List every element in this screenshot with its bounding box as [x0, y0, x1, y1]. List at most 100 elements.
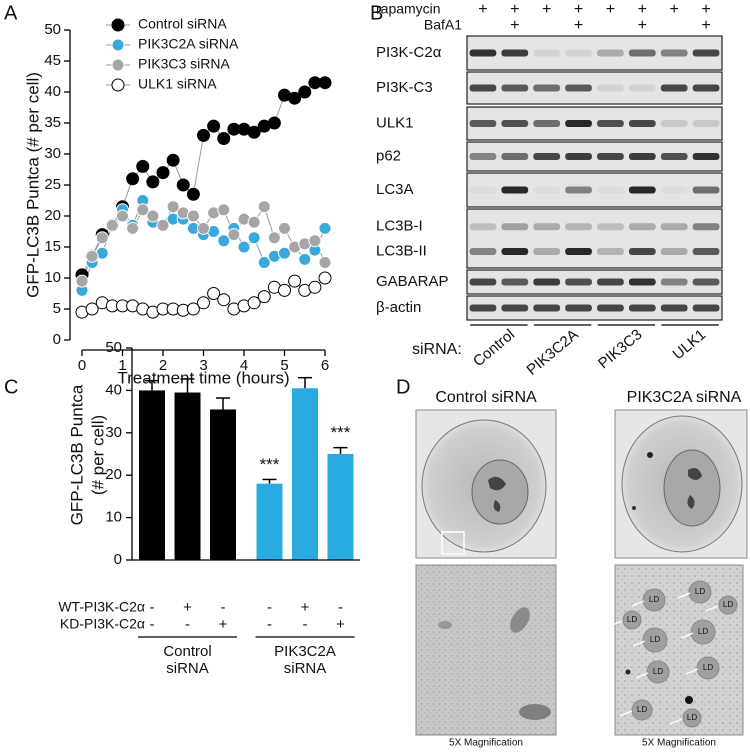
blot-band — [597, 304, 624, 312]
blot-band — [597, 84, 624, 92]
blot-group-label: PIK3C2A — [524, 326, 582, 379]
data-point — [247, 125, 261, 139]
x-tick-label: 3 — [199, 357, 207, 374]
data-point — [126, 172, 140, 186]
data-point — [186, 209, 200, 223]
blot-band — [565, 247, 592, 255]
blot-sign: + — [701, 17, 710, 34]
ld-arrow — [680, 632, 694, 639]
blot-sign: + — [510, 1, 519, 18]
blot-strip — [466, 208, 723, 269]
y-tick-label: 40 — [44, 83, 61, 100]
blot-band — [692, 304, 720, 312]
data-point — [247, 296, 261, 310]
data-point — [257, 200, 271, 214]
y-axis-title: GFP-LC3B Puntca (# per cell) — [23, 72, 42, 298]
legend-marker — [111, 38, 125, 52]
ld-arrow — [677, 592, 691, 599]
blot-band — [692, 278, 720, 286]
em-title: Control siRNA — [435, 389, 537, 406]
data-point — [227, 228, 241, 242]
blot-band — [692, 120, 720, 127]
blot-band — [597, 247, 624, 255]
y-tick-label: 50 — [44, 21, 61, 38]
treatment-label: KD-PI3K-C2α — [60, 616, 145, 632]
treatment-sign: - — [185, 616, 190, 633]
data-point — [136, 203, 150, 217]
y-tick-label: 30 — [44, 145, 61, 162]
data-point — [197, 128, 210, 142]
y-tick-label: 0 — [53, 331, 61, 348]
blot-sign: + — [701, 1, 710, 18]
blot-band — [533, 278, 561, 286]
sirna-label: siRNA: — [412, 341, 462, 358]
data-point — [318, 221, 332, 235]
blot-protein-label: ULK1 — [376, 114, 414, 131]
significance: *** — [260, 455, 280, 474]
data-point — [278, 221, 291, 235]
ld-arrow — [619, 710, 633, 717]
blot-band — [501, 49, 529, 57]
data-point — [217, 234, 231, 248]
legend-marker — [111, 78, 125, 92]
blot-band — [692, 186, 720, 194]
blot-band — [469, 304, 497, 312]
blot-band — [469, 278, 497, 286]
treatment-sign: - — [150, 599, 155, 616]
blot-band — [565, 49, 592, 57]
y-tick-label: 15 — [44, 238, 61, 255]
treatment-sign: - — [338, 599, 343, 616]
blot-band — [628, 49, 656, 57]
group-label: PIK3C2A — [274, 643, 336, 660]
treatment-sign: + — [336, 616, 345, 633]
y-tick-label: 0 — [114, 551, 122, 568]
data-point — [105, 218, 119, 232]
treatment-sign: - — [303, 616, 308, 633]
ld-label: LD — [649, 595, 659, 604]
data-point — [298, 85, 312, 99]
data-point — [156, 166, 170, 180]
blot-band — [501, 186, 529, 194]
blot-band — [597, 49, 624, 57]
blot-band — [628, 247, 656, 255]
blot-band — [660, 120, 688, 127]
data-point — [217, 203, 231, 217]
legend-label: Control siRNA — [138, 16, 227, 32]
em-title: PIK3C2A siRNA — [627, 389, 742, 406]
treatment-sign: - — [267, 599, 272, 616]
blot-protein-label: PI3K-C3 — [376, 79, 433, 96]
x-tick-label: 0 — [78, 357, 86, 374]
data-point — [288, 91, 302, 105]
data-point — [126, 221, 140, 235]
data-point — [318, 271, 332, 285]
legend-label: ULK1 siRNA — [138, 76, 217, 92]
blot-band — [501, 223, 529, 231]
blot-band — [660, 84, 688, 92]
blot-protein-label: LC3B-II — [376, 242, 427, 259]
blot-band — [597, 223, 624, 231]
blot-band — [628, 186, 656, 194]
data-point — [257, 290, 271, 304]
ld-label: LD — [687, 713, 697, 722]
y-tick-label: 40 — [105, 381, 122, 398]
ld-label: LD — [637, 705, 647, 714]
x-tick-label: 4 — [240, 357, 248, 374]
blot-band — [469, 120, 497, 127]
blot-band — [501, 84, 529, 92]
blot-protein-label: PI3K-C2α — [376, 44, 442, 61]
bar — [292, 388, 318, 560]
data-point — [166, 153, 180, 167]
blot-sign: + — [638, 17, 647, 34]
ld-arrow — [631, 600, 645, 607]
blot-band — [533, 186, 561, 194]
treatment-sign: + — [183, 599, 192, 616]
data-point — [308, 280, 322, 294]
data-point — [197, 296, 210, 310]
panel-label: A — [4, 2, 18, 24]
group-label: siRNA — [166, 660, 209, 677]
blot-condition: rapamycin — [376, 1, 441, 17]
blot-sign: + — [670, 1, 679, 18]
blot-band — [533, 120, 561, 127]
y-tick-label: 50 — [105, 339, 122, 356]
data-point — [267, 116, 281, 130]
